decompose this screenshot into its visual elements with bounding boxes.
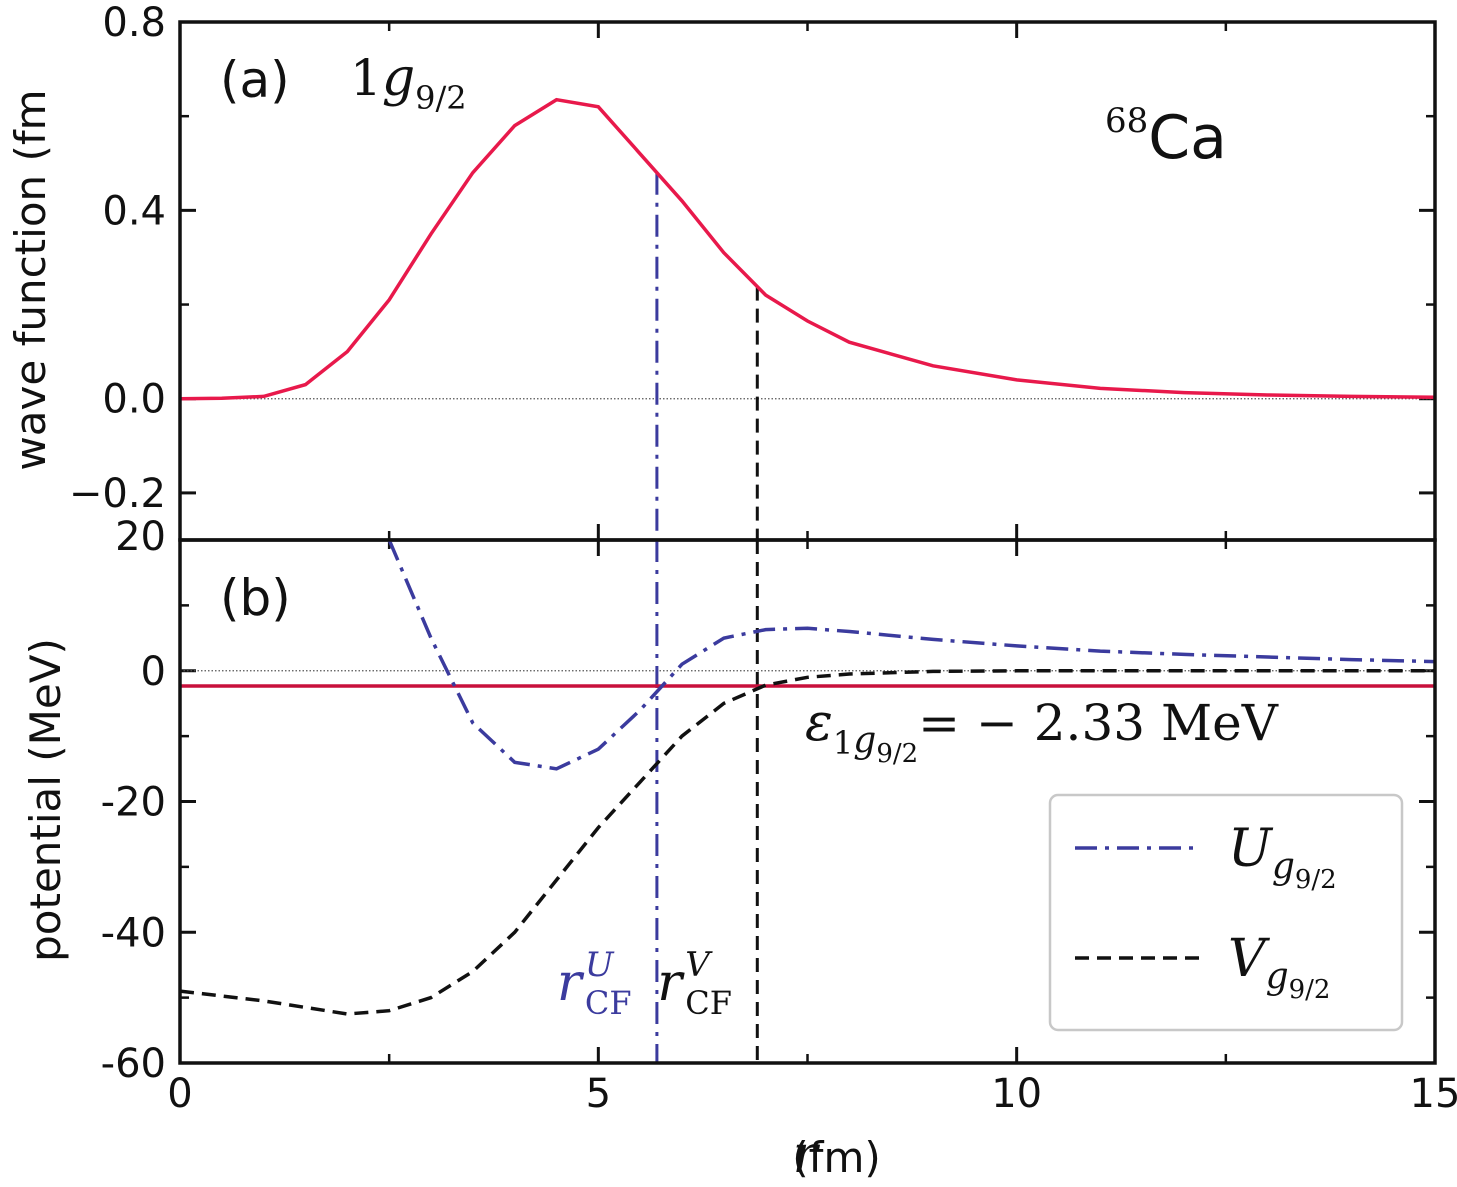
legend-label-part: V — [1228, 929, 1270, 989]
x-axis-label-part: r — [793, 1125, 821, 1185]
legend-label: Ug9/2 — [1228, 819, 1337, 895]
plot-frame — [178, 538, 1437, 1065]
state-label: 1g9/2 — [350, 48, 467, 117]
x-tick-label: 15 — [1410, 1071, 1457, 1117]
state-label-part: 1 — [350, 49, 382, 107]
energy-label: ε1g9/2= − 2.33 MeV — [805, 693, 1279, 769]
energy-label-part: 9/2 — [876, 739, 918, 769]
x-tick-label: 0 — [167, 1071, 192, 1117]
y-tick-label: -40 — [101, 910, 166, 956]
x-tick-label: 10 — [991, 1071, 1042, 1117]
panel-label-part: (b) — [220, 569, 291, 627]
panel-label: (a) — [220, 51, 290, 109]
energy-label-part: ε — [805, 693, 833, 753]
cf-radius-label-part: CF — [585, 984, 632, 1022]
y-tick-label: −0.2 — [69, 471, 166, 517]
legend-label-part: 9/2 — [1289, 975, 1331, 1005]
cf-radius-label-part: V — [685, 945, 713, 985]
y-axis-label: wave function (fm−1/2) — [0, 0, 55, 471]
nucleus-label-part: Ca — [1148, 103, 1227, 173]
state-label-part: 9/2 — [415, 79, 467, 117]
nucleus-label-part: 68 — [1105, 101, 1148, 141]
y-tick-label: 0.8 — [102, 0, 166, 46]
x-axis-label: r (fm) — [779, 1125, 881, 1185]
x-axis-label-part: (fm) — [779, 1133, 881, 1182]
state-label-part: g — [382, 48, 415, 108]
cf-radius-label-part: U — [585, 945, 615, 985]
legend-label-part: g — [1272, 846, 1295, 887]
cf-radius-label: rV CF — [657, 945, 732, 1022]
legend-label-part: g — [1266, 956, 1289, 997]
energy-label-part: 1 — [833, 724, 853, 762]
y-tick-label: -20 — [101, 780, 166, 826]
series-line — [180, 97, 1435, 401]
y-axis-label: potential (MeV) — [21, 638, 70, 962]
cf-radius-label: rU CF — [557, 945, 632, 1022]
y-axis-label-part: potential (MeV) — [21, 638, 70, 962]
energy-label-part: g — [853, 720, 876, 761]
y-tick-label: 0 — [141, 649, 166, 695]
y-axis-label-part: wave function (fm — [6, 89, 55, 470]
x-tick-label: 5 — [586, 1071, 611, 1117]
nucleus-label: 68Ca — [1105, 101, 1227, 173]
y-tick-label: -60 — [101, 1041, 166, 1087]
y-tick-label: 20 — [115, 514, 166, 560]
legend-label: Vg9/2 — [1228, 929, 1330, 1005]
cf-radius-label-part: CF — [685, 984, 732, 1022]
legend-box — [1048, 793, 1404, 1032]
y-tick-label: 0.4 — [102, 188, 166, 234]
panel-label: (b) — [220, 569, 291, 627]
y-tick-label: 0.0 — [102, 377, 166, 423]
energy-label-part: = − 2.33 MeV — [918, 694, 1279, 752]
cf-radius-label-part: r — [657, 953, 685, 1013]
legend-label-part: U — [1228, 819, 1274, 879]
cf-radius-label-part: r — [557, 953, 585, 1013]
legend-label-part: 9/2 — [1295, 865, 1337, 895]
series-line — [180, 669, 1435, 1016]
panel-label-part: (a) — [220, 51, 290, 109]
series-line — [387, 540, 1435, 771]
